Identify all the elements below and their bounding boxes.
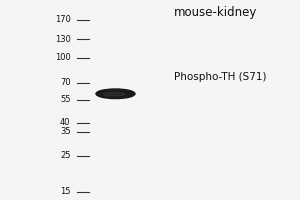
Text: 100: 100 [55, 53, 70, 62]
Text: 170: 170 [55, 16, 70, 24]
Text: Phospho-TH (S71): Phospho-TH (S71) [174, 72, 266, 82]
Text: 35: 35 [60, 127, 70, 136]
Text: 25: 25 [60, 151, 70, 160]
Text: 130: 130 [55, 35, 70, 44]
Ellipse shape [103, 93, 125, 96]
Ellipse shape [96, 89, 135, 99]
Text: 40: 40 [60, 118, 70, 127]
Text: 55: 55 [60, 95, 70, 104]
Text: mouse-kidney: mouse-kidney [174, 6, 258, 19]
Text: 15: 15 [60, 188, 70, 196]
Text: 70: 70 [60, 78, 70, 87]
